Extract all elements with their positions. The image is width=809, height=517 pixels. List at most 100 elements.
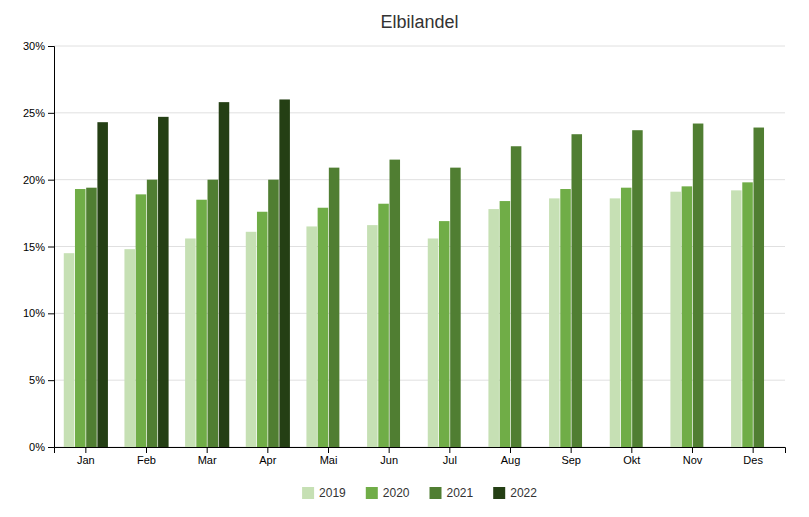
bar <box>64 253 75 447</box>
x-tick-mark <box>328 447 329 453</box>
y-axis: 0% 5% 10% 15% 20% 25% 30% <box>23 40 55 453</box>
x-tick: Jun <box>380 447 398 466</box>
x-tick-label: Okt <box>623 454 640 466</box>
plot: 0%5%10%15%20%25%30%JanFebMarAprMaiJunJul… <box>23 40 786 466</box>
bar <box>219 102 230 447</box>
bar <box>742 182 753 447</box>
x-tick: Aug <box>501 447 521 466</box>
legend: 2019 2020 2021 2022 <box>302 486 537 500</box>
bar-series <box>75 182 753 447</box>
x-tick: Jul <box>443 447 457 466</box>
y-tick-label: 0% <box>29 441 45 453</box>
y-tick-label: 30% <box>23 40 45 52</box>
x-tick-mark <box>692 447 693 453</box>
x-tick-mark <box>389 447 390 453</box>
x-tick-label: Nov <box>683 454 703 466</box>
bar <box>246 232 257 447</box>
x-tick-mark <box>267 447 268 453</box>
bar <box>439 221 450 447</box>
legend-item: 2022 <box>493 486 537 500</box>
bar <box>257 212 268 447</box>
y-tick-label: 25% <box>23 107 45 119</box>
x-tick-mark <box>753 447 754 453</box>
y-tick: 25% <box>23 107 54 119</box>
x-tick-label: Mar <box>198 454 217 466</box>
bar-series <box>86 124 764 447</box>
x-tick-label: Sep <box>561 454 581 466</box>
y-tick-mark <box>48 380 54 381</box>
y-tick-label: 5% <box>29 374 45 386</box>
bar <box>560 189 571 447</box>
grid-line <box>54 46 785 47</box>
bar <box>731 190 742 447</box>
y-tick-mark <box>48 447 54 448</box>
x-tick-label: Apr <box>259 454 276 466</box>
x-tick: Jan <box>77 447 95 466</box>
x-tick: Mar <box>198 447 217 466</box>
bar <box>632 130 643 447</box>
x-tick: Nov <box>683 447 703 466</box>
y-tick-label: 15% <box>23 241 45 253</box>
y-tick-label: 20% <box>23 174 45 186</box>
bar <box>196 200 207 447</box>
legend-swatch <box>493 487 505 499</box>
y-tick-label: 10% <box>23 307 45 319</box>
bar <box>306 226 317 447</box>
x-axis-line <box>55 448 786 454</box>
y-tick: 30% <box>23 40 54 52</box>
y-tick: 0% <box>29 441 54 453</box>
x-tick-label: Jan <box>77 454 95 466</box>
bar-series <box>97 99 290 447</box>
legend-label: 2022 <box>510 486 537 500</box>
grid-line <box>54 112 785 113</box>
bar <box>329 168 340 447</box>
bar <box>549 198 560 447</box>
grid <box>54 46 785 447</box>
x-tick-label: Jun <box>380 454 398 466</box>
bar <box>75 189 86 447</box>
y-tick-mark <box>48 247 54 248</box>
y-axis-line <box>48 47 55 448</box>
bar <box>571 134 582 447</box>
x-tick-mark <box>631 447 632 453</box>
x-tick-mark <box>571 447 572 453</box>
x-tick: Mai <box>320 447 338 466</box>
chart: 0%5%10%15%20%25%30%JanFebMarAprMaiJunJul… <box>0 0 809 517</box>
bar <box>279 99 290 447</box>
y-tick: 10% <box>23 307 54 319</box>
legend-swatch <box>366 487 378 499</box>
y-tick-mark <box>48 180 54 181</box>
legend-item: 2019 <box>302 486 346 500</box>
x-tick-mark <box>146 447 147 453</box>
bars <box>64 99 764 447</box>
legend-item: 2020 <box>366 486 410 500</box>
y-tick-mark <box>48 113 54 114</box>
legend-label: 2020 <box>383 486 410 500</box>
bar <box>367 225 378 447</box>
legend-label: 2021 <box>447 486 474 500</box>
bar <box>378 204 389 447</box>
x-tick: Okt <box>623 447 640 466</box>
y-tick-mark <box>48 313 54 314</box>
y-tick-mark <box>48 46 54 47</box>
y-tick: 20% <box>23 174 54 186</box>
bar <box>670 192 681 447</box>
bar <box>97 122 108 447</box>
bar <box>208 180 219 447</box>
bar <box>610 198 621 447</box>
bar <box>450 168 461 447</box>
x-tick-label: Des <box>743 454 763 466</box>
bar <box>488 209 499 447</box>
bar <box>390 160 401 447</box>
bar <box>158 117 169 447</box>
bar <box>318 208 329 447</box>
legend-label: 2019 <box>319 486 346 500</box>
bar <box>428 238 439 447</box>
x-tick: Apr <box>259 447 276 466</box>
bar <box>136 194 147 447</box>
bar <box>682 186 693 447</box>
x-tick-mark <box>207 447 208 453</box>
x-tick-mark <box>449 447 450 453</box>
x-tick-mark <box>510 447 511 453</box>
x-tick-label: Aug <box>501 454 521 466</box>
